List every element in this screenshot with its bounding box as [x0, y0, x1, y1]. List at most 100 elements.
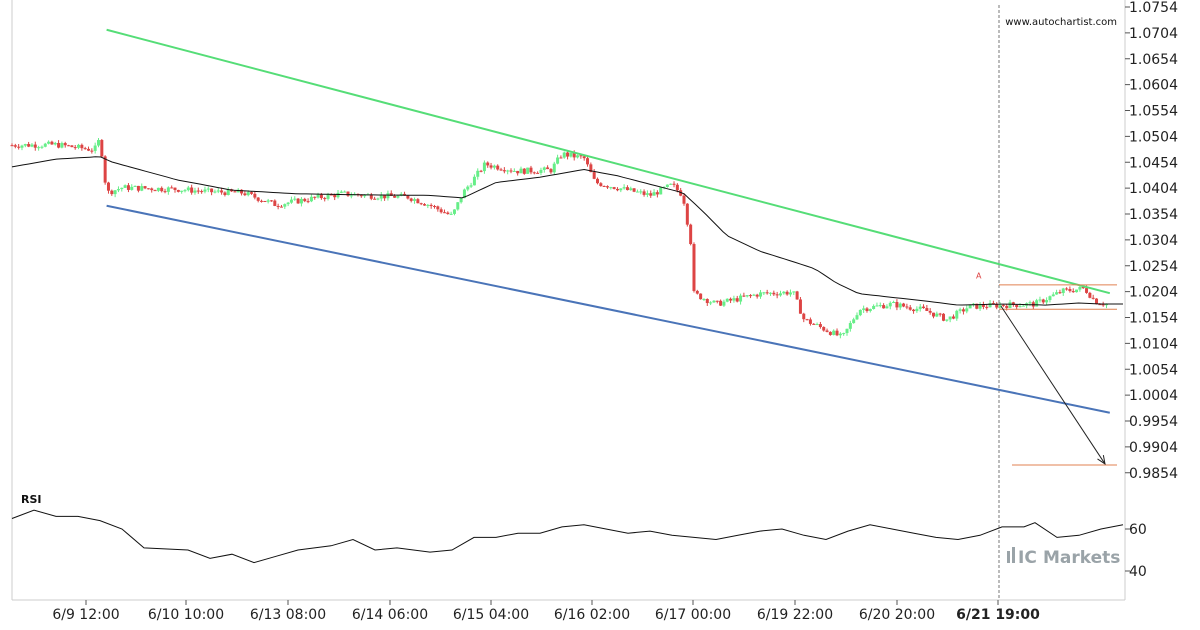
candle-down[interactable] [1068, 288, 1072, 292]
candle-up[interactable] [339, 191, 343, 193]
price-candles[interactable] [10, 138, 1109, 339]
candle-down[interactable] [276, 205, 280, 207]
candle-down[interactable] [632, 188, 636, 192]
candle-up[interactable] [156, 187, 160, 191]
candle-down[interactable] [27, 144, 31, 147]
candle-up[interactable] [309, 196, 313, 202]
candle-down[interactable] [695, 290, 699, 294]
candle-up[interactable] [888, 302, 892, 307]
candle-up[interactable] [915, 308, 919, 312]
candle-up[interactable] [1035, 300, 1039, 307]
candle-down[interactable] [932, 312, 936, 317]
candle-up[interactable] [193, 190, 197, 193]
candle-down[interactable] [928, 310, 932, 313]
candle-up[interactable] [635, 191, 639, 193]
candle-down[interactable] [150, 188, 154, 191]
candle-up[interactable] [40, 146, 44, 148]
candle-up[interactable] [1078, 287, 1082, 290]
candle-up[interactable] [96, 140, 100, 146]
candle-up[interactable] [629, 188, 633, 191]
candle-up[interactable] [569, 152, 573, 157]
candle-up[interactable] [885, 306, 889, 309]
candle-down[interactable] [602, 185, 606, 187]
candle-up[interactable] [349, 195, 353, 197]
candle-down[interactable] [699, 293, 703, 300]
candle-down[interactable] [67, 145, 71, 147]
candle-down[interactable] [529, 167, 533, 173]
candle-up[interactable] [745, 295, 749, 297]
candle-up[interactable] [519, 168, 523, 174]
candle-up[interactable] [872, 305, 876, 310]
candle-down[interactable] [359, 195, 363, 197]
candle-up[interactable] [386, 193, 390, 199]
candle-down[interactable] [136, 185, 140, 191]
candle-down[interactable] [346, 191, 350, 196]
candle-down[interactable] [951, 316, 955, 319]
candle-down[interactable] [805, 319, 809, 321]
candle-down[interactable] [263, 201, 267, 203]
candle-down[interactable] [502, 170, 506, 172]
candle-up[interactable] [53, 142, 57, 145]
candle-up[interactable] [526, 167, 530, 174]
candle-up[interactable] [363, 194, 367, 197]
candle-up[interactable] [1008, 302, 1012, 308]
candle-down[interactable] [496, 165, 500, 170]
candle-down[interactable] [63, 143, 67, 146]
candle-down[interactable] [765, 292, 769, 294]
candle-down[interactable] [243, 193, 247, 196]
candle-down[interactable] [582, 156, 586, 159]
candle-down[interactable] [87, 148, 91, 151]
candle-down[interactable] [682, 195, 686, 204]
candle-down[interactable] [729, 298, 733, 301]
candle-up[interactable] [878, 305, 882, 307]
candle-up[interactable] [512, 170, 516, 172]
candle-down[interactable] [220, 190, 224, 193]
candle-up[interactable] [709, 302, 713, 304]
candle-down[interactable] [223, 192, 227, 195]
candle-up[interactable] [659, 187, 663, 195]
candle-up[interactable] [968, 304, 972, 309]
candle-up[interactable] [336, 192, 340, 198]
candle-up[interactable] [552, 163, 556, 173]
candle-up[interactable] [862, 308, 866, 310]
candle-down[interactable] [143, 186, 147, 189]
candle-down[interactable] [13, 145, 17, 147]
candle-down[interactable] [146, 188, 150, 190]
candle-up[interactable] [562, 152, 566, 158]
candle-down[interactable] [925, 308, 929, 311]
candle-up[interactable] [639, 191, 643, 193]
candle-down[interactable] [163, 191, 167, 193]
candle-down[interactable] [772, 292, 776, 295]
candle-up[interactable] [30, 144, 34, 147]
candle-down[interactable] [253, 193, 257, 198]
candle-down[interactable] [436, 206, 440, 210]
candle-down[interactable] [90, 150, 94, 152]
candle-up[interactable] [759, 292, 763, 297]
candle-down[interactable] [1015, 304, 1019, 308]
candle-up[interactable] [43, 143, 47, 147]
candle-up[interactable] [609, 187, 613, 189]
candle-down[interactable] [981, 304, 985, 307]
candle-down[interactable] [566, 152, 570, 157]
candle-down[interactable] [393, 195, 397, 198]
candle-down[interactable] [419, 203, 423, 205]
candle-up[interactable] [868, 309, 872, 312]
candle-up[interactable] [778, 293, 782, 296]
candle-up[interactable] [186, 187, 190, 191]
candle-up[interactable] [732, 298, 736, 301]
candle-up[interactable] [23, 144, 27, 146]
candle-down[interactable] [33, 144, 37, 148]
candle-up[interactable] [1018, 306, 1022, 308]
candle-down[interactable] [592, 172, 596, 179]
candle-up[interactable] [858, 309, 862, 316]
candle-up[interactable] [815, 324, 819, 326]
candle-down[interactable] [269, 200, 273, 202]
candle-down[interactable] [672, 183, 676, 185]
candle-down[interactable] [323, 198, 327, 200]
candle-down[interactable] [596, 178, 600, 184]
candle-down[interactable] [233, 191, 237, 193]
candle-down[interactable] [10, 145, 14, 147]
candle-down[interactable] [719, 300, 723, 306]
candle-up[interactable] [116, 189, 120, 191]
candle-up[interactable] [216, 190, 220, 192]
